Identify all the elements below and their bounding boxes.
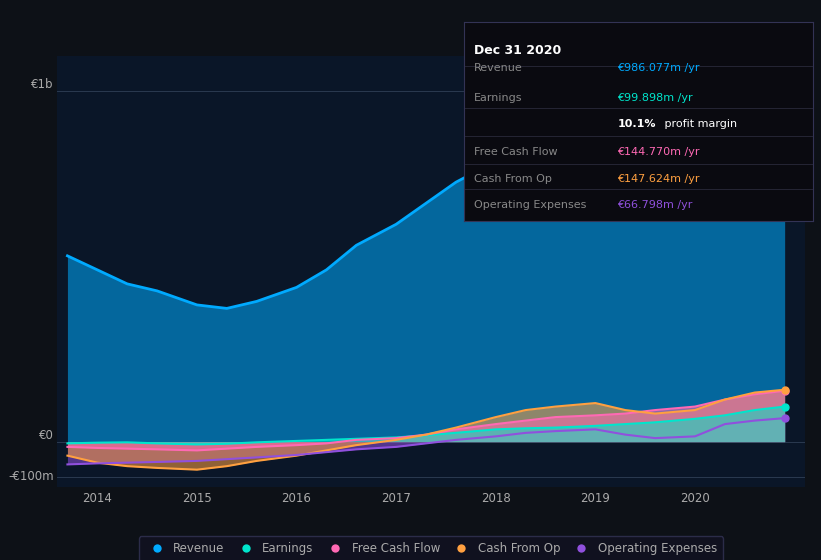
Text: €147.624m /yr: €147.624m /yr — [617, 175, 699, 184]
Text: €1b: €1b — [31, 78, 53, 91]
Text: €66.798m /yr: €66.798m /yr — [617, 200, 693, 211]
Text: €986.077m /yr: €986.077m /yr — [617, 63, 699, 73]
Text: Dec 31 2020: Dec 31 2020 — [475, 44, 562, 57]
Text: Operating Expenses: Operating Expenses — [475, 200, 587, 211]
Text: Revenue: Revenue — [475, 63, 523, 73]
Text: Earnings: Earnings — [475, 93, 523, 103]
Legend: Revenue, Earnings, Free Cash Flow, Cash From Op, Operating Expenses: Revenue, Earnings, Free Cash Flow, Cash … — [139, 536, 723, 560]
Text: profit margin: profit margin — [661, 119, 737, 129]
Text: Cash From Op: Cash From Op — [475, 175, 553, 184]
Text: Free Cash Flow: Free Cash Flow — [475, 147, 558, 157]
Text: €144.770m /yr: €144.770m /yr — [617, 147, 699, 157]
Text: 10.1%: 10.1% — [617, 119, 656, 129]
Text: €0: €0 — [39, 428, 53, 442]
Text: -€100m: -€100m — [8, 470, 53, 483]
Text: €99.898m /yr: €99.898m /yr — [617, 93, 693, 103]
